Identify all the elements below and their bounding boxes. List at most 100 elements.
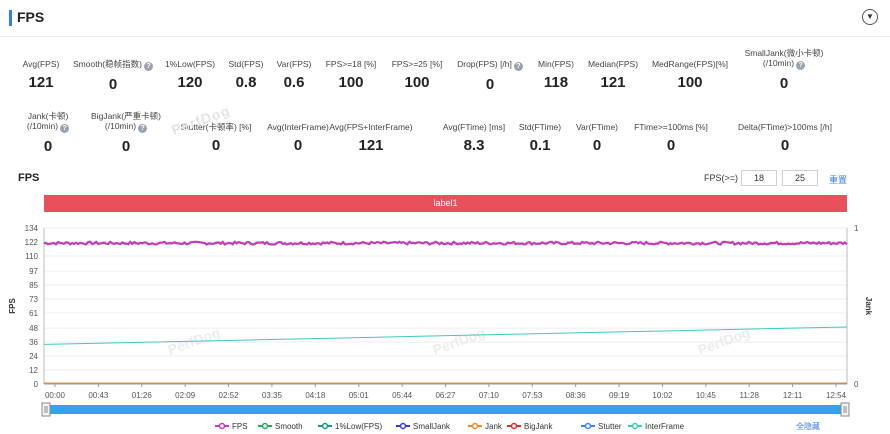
stat-value: 0.6 (283, 74, 305, 91)
stat-stats_row2-6: Std(FTime) 0.1 (480, 122, 600, 154)
stat-label: BigJank(严重卡顿) (66, 111, 186, 121)
stat-value: 0 (108, 76, 118, 93)
x-tick-label: 12:11 (783, 391, 803, 400)
stat-value: 0.8 (235, 74, 257, 91)
hide-all-button[interactable]: 全隐藏 (796, 421, 820, 431)
stat-label-text: Avg(InterFrame) (267, 122, 329, 132)
stat-label: FPS>=25 [%] (357, 59, 477, 69)
stat-value: 118 (543, 74, 569, 91)
stat-label-text: FTime>=100ms [%] (634, 122, 708, 132)
help-icon[interactable]: ? (60, 124, 70, 133)
y-tick-label: 73 (29, 295, 38, 304)
stat-stats_row2-1: BigJank(严重卡顿) (/10min)? 0 (66, 111, 186, 155)
stat-stats_row1-8: Min(FPS) 118 (496, 59, 616, 91)
legend-item-7[interactable]: InterFrame (645, 422, 685, 431)
threshold-input-2[interactable]: 25 (782, 170, 818, 186)
watermark: PerfDog (431, 324, 488, 358)
stat-label: Avg(FPS) (0, 59, 101, 69)
chart-title: FPS (18, 172, 40, 184)
stat-stats_row2-5: Avg(FTime) [ms] 8.3 (414, 122, 534, 154)
stat-label: Avg(InterFrame) (238, 122, 358, 132)
stat-stats_row1-2: 1%Low(FPS) 120 (130, 59, 250, 91)
stat-stats_row1-3: Std(FPS) 0.8 (186, 59, 306, 91)
y2-axis-title: Jank (864, 297, 873, 316)
stat-stats_row2-7: Var(FTime) 0 (537, 122, 657, 154)
stat-label-line2: (/10min)? (724, 58, 844, 70)
help-icon[interactable]: ? (143, 62, 153, 71)
stat-stats_row1-11: SmallJank(微小卡顿) (/10min)? 0 (724, 48, 844, 92)
stat-label: Stutter(卡顿率) [%] (156, 122, 276, 132)
y-tick-label: 85 (29, 281, 38, 290)
stat-label: Median(FPS) (553, 59, 673, 69)
chevron-down-icon[interactable]: ▼ (862, 9, 878, 25)
x-tick-label: 01:26 (132, 391, 153, 400)
help-icon[interactable]: ? (138, 124, 148, 133)
stat-stats_row1-0: Avg(FPS) 121 (0, 59, 101, 91)
legend-item-3[interactable]: SmallJank (413, 422, 451, 431)
stat-value: 120 (177, 74, 203, 91)
stat-value: 100 (404, 74, 430, 91)
stat-label: Avg(FTime) [ms] (414, 122, 534, 132)
stat-stats_row2-2: Stutter(卡顿率) [%] 0 (156, 122, 276, 154)
legend-marker-7 (631, 422, 639, 430)
stat-label-text: Std(FPS) (228, 59, 264, 69)
y2-tick-label: 0 (854, 380, 859, 389)
stat-label-text: Avg(FPS+InterFrame) (329, 122, 413, 132)
stat-label: Var(FPS) (234, 59, 354, 69)
threshold-input-1[interactable]: 18 (741, 170, 777, 186)
stat-label-line2: (/10min)? (66, 121, 186, 133)
threshold-label: FPS(>=) (704, 173, 739, 183)
stat-value: 0 (592, 137, 602, 154)
stat-label-text-2: (/10min) (26, 121, 59, 131)
stat-label: MedRange(FPS)[%] (630, 59, 750, 69)
y-tick-label: 61 (29, 309, 38, 318)
stat-label: Jank(卡顿) (0, 111, 108, 121)
help-icon[interactable]: ? (796, 61, 806, 70)
stat-value: 0 (485, 76, 495, 93)
legend-marker-5 (510, 422, 518, 430)
reset-button[interactable]: 重置 (829, 175, 848, 185)
stat-label: Drop(FPS) [/h]? (430, 59, 550, 71)
stat-label: Std(FPS) (186, 59, 306, 69)
stat-value: 100 (338, 74, 364, 91)
y-axis-title: FPS (8, 298, 17, 314)
stat-label-text: Stutter(卡顿率) [%] (180, 122, 252, 132)
legend-marker-6 (584, 422, 592, 430)
stat-value: 0 (211, 137, 221, 154)
stat-label-text: Smooth(稳帧指数) (73, 59, 142, 69)
y2-tick-label: 1 (854, 224, 859, 233)
legend-marker-3 (399, 422, 407, 430)
legend-item-6[interactable]: Stutter (598, 422, 622, 431)
range-slider-track (44, 405, 847, 414)
legend-item-5[interactable]: BigJank (524, 422, 553, 431)
help-icon[interactable]: ? (513, 62, 523, 71)
legend-item-2[interactable]: 1%Low(FPS) (335, 422, 382, 431)
legend-marker-4 (471, 422, 479, 430)
legend-item-1[interactable]: Smooth (275, 422, 303, 431)
x-tick-label: 09:19 (609, 391, 630, 400)
stat-label: Std(FTime) (480, 122, 600, 132)
x-tick-label: 00:00 (45, 391, 66, 400)
x-tick-label: 07:10 (479, 391, 500, 400)
stat-label-text: FPS>=18 [%] (325, 59, 377, 69)
stat-value: 0 (779, 75, 789, 92)
y-tick-label: 24 (29, 352, 38, 361)
stat-value: 121 (28, 74, 54, 91)
y-tick-label: 122 (25, 238, 39, 247)
stat-label-text: Avg(FPS) (22, 59, 60, 69)
legend-item-0[interactable]: FPS (232, 422, 248, 431)
x-tick-label: 10:02 (652, 391, 673, 400)
stat-stats_row1-5: FPS>=18 [%] 100 (291, 59, 411, 91)
y-tick-label: 48 (29, 324, 38, 333)
stat-label: FTime>=100ms [%] (611, 122, 731, 132)
x-tick-label: 00:43 (88, 391, 109, 400)
legend-item-4[interactable]: Jank (485, 422, 503, 431)
stat-stats_row2-4: Avg(FPS+InterFrame) 121 (311, 122, 431, 154)
stat-label: Smooth(稳帧指数)? (53, 59, 173, 71)
stat-label-text: SmallJank(微小卡顿) (744, 48, 824, 58)
label-band[interactable]: label1 (44, 195, 847, 212)
x-tick-label: 03:35 (262, 391, 283, 400)
stat-value: 121 (600, 74, 626, 91)
legend-marker-0 (218, 422, 226, 430)
panel-header: FPS ▼ (0, 0, 890, 37)
